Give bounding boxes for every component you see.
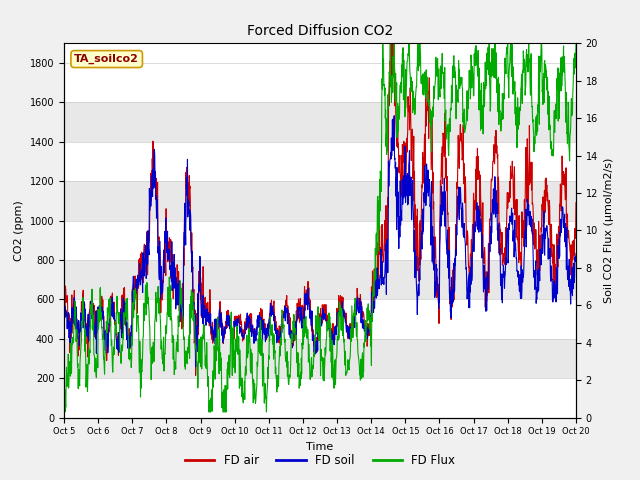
Y-axis label: Soil CO2 Flux (μmol/m2/s): Soil CO2 Flux (μmol/m2/s) bbox=[604, 158, 614, 303]
Bar bbox=[64, 181, 576, 220]
Text: TA_soilco2: TA_soilco2 bbox=[74, 54, 139, 64]
Bar bbox=[64, 102, 576, 142]
Bar bbox=[64, 339, 576, 378]
Y-axis label: CO2 (ppm): CO2 (ppm) bbox=[14, 200, 24, 261]
X-axis label: Time: Time bbox=[307, 442, 333, 452]
Legend: FD air, FD soil, FD Flux: FD air, FD soil, FD Flux bbox=[180, 449, 460, 472]
Bar bbox=[64, 260, 576, 300]
Text: Forced Diffusion CO2: Forced Diffusion CO2 bbox=[247, 24, 393, 38]
